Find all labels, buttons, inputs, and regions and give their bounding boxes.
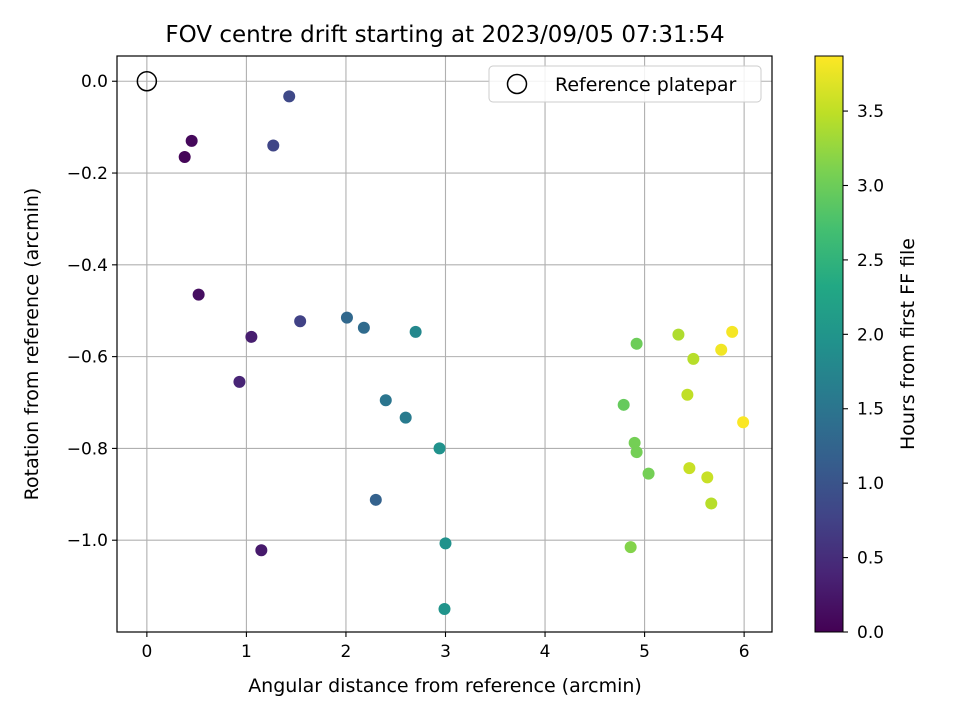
- data-point: [178, 150, 191, 163]
- data-point: [726, 325, 739, 338]
- data-point: [672, 328, 685, 341]
- data-point: [681, 388, 694, 401]
- data-point: [715, 343, 728, 356]
- data-point: [245, 330, 258, 343]
- colorbar-tick-label: 0.5: [857, 549, 884, 569]
- data-point: [409, 325, 422, 338]
- data-point: [628, 436, 641, 449]
- data-point: [369, 493, 382, 506]
- data-point: [379, 394, 392, 407]
- legend-marker: [506, 73, 528, 95]
- colorbar: [814, 55, 844, 633]
- colorbar-tick-label: 3.0: [857, 176, 884, 196]
- colorbar-tick-label: 1.5: [857, 400, 884, 420]
- y-tick-label: −0.8: [67, 439, 108, 459]
- x-tick-label: 3: [440, 642, 451, 662]
- x-axis-ticks: 0 1 2 3 4 5 6: [141, 632, 750, 662]
- x-axis-label: Angular distance from reference (arcmin): [248, 675, 642, 697]
- data-points: [178, 90, 750, 616]
- data-point: [737, 416, 750, 429]
- plot-frame: [116, 55, 773, 633]
- y-axis-ticks: 0.0 −0.2 −0.4 −0.6 −0.8 −1.0: [67, 72, 117, 551]
- x-tick-label: 6: [739, 642, 750, 662]
- data-point: [294, 315, 307, 328]
- x-tick-label: 4: [540, 642, 551, 662]
- y-tick-label: −0.2: [67, 164, 108, 184]
- data-point: [283, 90, 296, 103]
- data-point: [267, 139, 280, 152]
- x-tick-label: 1: [241, 642, 252, 662]
- y-tick-label: −0.6: [67, 348, 108, 368]
- colorbar-ticks: 0.0 0.5 1.0 1.5 2.0 2.5 3.0 3.5: [843, 102, 884, 643]
- data-point: [357, 321, 370, 334]
- colorbar-label: Hours from first FF file: [897, 238, 919, 450]
- data-point: [255, 544, 268, 557]
- data-point: [438, 603, 451, 616]
- data-point: [701, 471, 714, 484]
- data-point: [624, 541, 637, 554]
- colorbar-tick-label: 0.0: [857, 623, 884, 643]
- data-point: [340, 311, 353, 324]
- data-point: [192, 288, 205, 301]
- legend: Reference platepar: [488, 65, 762, 103]
- data-point: [683, 462, 696, 475]
- x-tick-label: 0: [141, 642, 152, 662]
- data-point: [705, 497, 718, 510]
- data-point: [185, 134, 198, 147]
- reference-platepar-marker: [136, 70, 158, 92]
- colorbar-tick-label: 3.5: [857, 102, 884, 122]
- data-point: [642, 467, 655, 480]
- data-point: [233, 375, 246, 388]
- legend-label: Reference platepar: [555, 74, 737, 96]
- data-point: [433, 442, 446, 455]
- legend-box: [488, 65, 762, 103]
- x-tick-label: 5: [639, 642, 650, 662]
- data-point: [439, 537, 452, 550]
- x-tick-label: 2: [341, 642, 352, 662]
- data-point: [630, 337, 643, 350]
- y-tick-label: 0.0: [81, 72, 108, 92]
- colorbar-tick-label: 1.0: [857, 474, 884, 494]
- data-point: [630, 446, 643, 459]
- y-tick-label: −0.4: [67, 256, 108, 276]
- data-point: [399, 411, 412, 424]
- colorbar-tick-label: 2.5: [857, 251, 884, 271]
- y-tick-label: −1.0: [67, 531, 108, 551]
- chart-title: FOV centre drift starting at 2023/09/05 …: [165, 22, 724, 48]
- colorbar-tick-label: 2.0: [857, 325, 884, 345]
- data-point: [617, 398, 630, 411]
- y-axis-label: Rotation from reference (arcmin): [21, 188, 43, 501]
- data-point: [687, 352, 700, 365]
